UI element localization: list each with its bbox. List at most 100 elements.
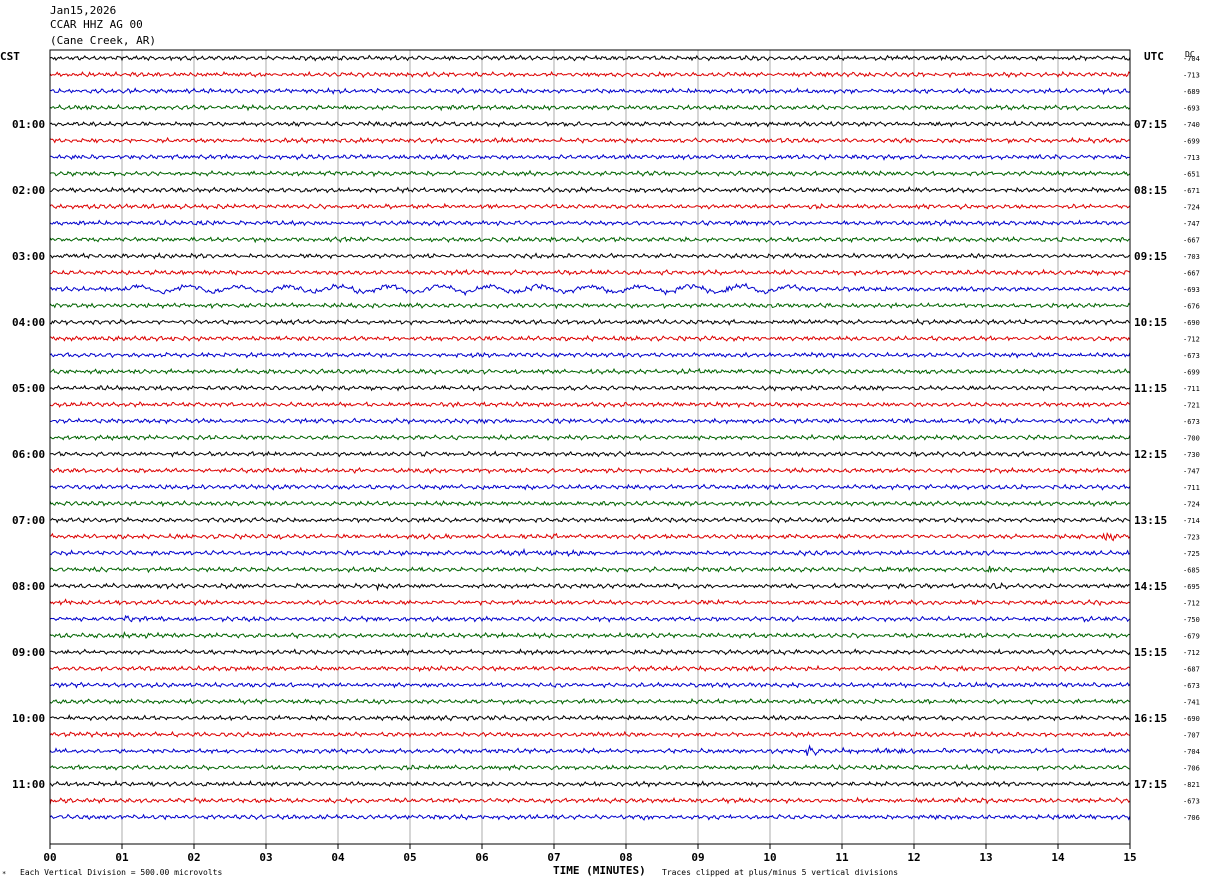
seismic-trace: [49, 235, 1131, 244]
x-tick-label: 13: [979, 851, 992, 864]
dc-offset-value: -724: [1183, 501, 1200, 509]
seismic-trace: [49, 186, 1131, 194]
scale-note: Each Vertical Division = 500.00 microvol…: [20, 868, 222, 877]
seismic-trace: [49, 268, 1131, 277]
cst-hour-label: 07:00: [12, 514, 45, 527]
station-location: (Cane Creek, AR): [50, 34, 156, 47]
dc-offset-value: -741: [1183, 699, 1200, 707]
seismic-trace: [49, 54, 1131, 62]
dc-offset-value: -689: [1183, 88, 1200, 96]
x-tick-label: 11: [835, 851, 849, 864]
seismic-trace: [49, 466, 1131, 475]
x-tick-label: 03: [259, 851, 272, 864]
utc-hour-label: 09:15: [1134, 250, 1167, 263]
seismic-trace: [49, 70, 1131, 79]
cst-hour-label: 11:00: [12, 778, 45, 791]
x-axis-title: TIME (MINUTES): [553, 864, 646, 877]
utc-hour-label: 14:15: [1134, 580, 1167, 593]
seismic-trace: [49, 252, 1131, 260]
seismic-trace: [49, 582, 1131, 592]
plot-date: Jan15,2026: [50, 4, 117, 17]
dc-offset-value: -699: [1183, 369, 1200, 377]
dc-offset-value: -673: [1183, 682, 1200, 690]
seismic-trace: [49, 433, 1131, 442]
dc-offset-value: -667: [1183, 270, 1200, 278]
dc-offset-value: -679: [1183, 633, 1200, 641]
seismic-trace: [49, 681, 1131, 689]
dc-offset-value: -713: [1183, 72, 1200, 80]
seismic-trace: [49, 219, 1131, 227]
seismic-trace: [49, 531, 1131, 542]
utc-hour-label: 17:15: [1134, 778, 1167, 791]
dc-offset-value: -685: [1183, 567, 1200, 575]
cst-hour-label: 03:00: [12, 250, 45, 263]
x-tick-label: 00: [43, 851, 56, 864]
seismic-trace: [49, 763, 1131, 772]
cst-label: CST: [0, 50, 20, 63]
dc-offset-value: -707: [1183, 732, 1200, 740]
x-tick-label: 06: [475, 851, 489, 864]
plot-frame: [49, 49, 1131, 845]
dc-offset-value: -711: [1183, 484, 1200, 492]
dc-offset-value: -714: [1183, 517, 1200, 525]
seismic-trace: [49, 598, 1131, 607]
cst-hour-label: 05:00: [12, 382, 45, 395]
time-gridlines: [49, 50, 1131, 844]
dc-offset-value: -699: [1183, 138, 1200, 146]
seismic-trace: [49, 367, 1131, 375]
dc-offset-value: -671: [1183, 187, 1200, 195]
seismic-trace: [49, 153, 1131, 161]
seismic-trace: [49, 796, 1131, 805]
seismic-trace: [49, 565, 1131, 574]
utc-hour-label: 16:15: [1134, 712, 1167, 725]
dc-offset-value: -712: [1183, 600, 1200, 608]
dc-heading: DC: [1185, 50, 1195, 59]
x-tick-label: 07: [547, 851, 560, 864]
x-tick-label: 09: [691, 851, 704, 864]
x-tick-label: 04: [331, 851, 345, 864]
seismic-trace: [49, 351, 1131, 359]
seismic-trace: [49, 136, 1131, 145]
utc-hour-label: 07:15: [1134, 118, 1167, 131]
x-tick-labels: 00 01 02 03 04 05 06 07 08 09 10 11 12 13 14 15: [43, 851, 1136, 864]
dc-offset-value: -723: [1183, 534, 1200, 542]
dc-offset-value: -747: [1183, 220, 1200, 228]
dc-offset-value: -673: [1183, 352, 1200, 360]
dc-offset-value: -747: [1183, 468, 1200, 476]
cst-hour-label: 10:00: [12, 712, 45, 725]
seismic-traces: [49, 54, 1131, 821]
x-tick-label: 08: [619, 851, 632, 864]
seismic-trace: [49, 400, 1131, 409]
dc-offset-value: -730: [1183, 451, 1200, 459]
utc-hour-labels: 07:15 08:15 09:15 10:15 11:15 12:15 13:15 14:15…: [1134, 118, 1167, 791]
seismic-trace: [49, 714, 1131, 722]
utc-label: UTC: [1144, 50, 1164, 63]
dc-offset-value: -740: [1183, 121, 1200, 129]
dc-offset-value: -676: [1183, 303, 1200, 311]
seismic-trace: [49, 630, 1131, 640]
dc-offset-value: -693: [1183, 286, 1200, 294]
seismic-trace: [49, 813, 1131, 821]
x-tick-label: 01: [115, 851, 129, 864]
seismic-trace: [49, 103, 1131, 112]
dc-offset-value: -703: [1183, 253, 1200, 261]
dc-offset-value: -711: [1183, 385, 1200, 393]
dc-offset-value: -712: [1183, 336, 1200, 344]
dc-offset-value: -750: [1183, 616, 1200, 624]
seismic-trace: [49, 301, 1131, 310]
utc-hour-label: 10:15: [1134, 316, 1167, 329]
dc-offset-value: -721: [1183, 402, 1200, 410]
seismic-trace: [49, 744, 1131, 757]
seismic-trace: [49, 202, 1131, 211]
cst-hour-label: 02:00: [12, 184, 45, 197]
dc-offset-value: -706: [1183, 814, 1200, 822]
seismic-trace: [49, 169, 1131, 178]
seismic-trace: [50, 450, 1131, 458]
utc-hour-label: 13:15: [1134, 514, 1167, 527]
dc-offset-value: -700: [1183, 435, 1200, 443]
dc-offset-value: -712: [1183, 649, 1200, 657]
dc-offset-value: -693: [1183, 105, 1200, 113]
dc-offset-value: -690: [1183, 715, 1200, 723]
dc-offset-value: -704: [1183, 55, 1200, 63]
x-tick-label: 14: [1051, 851, 1065, 864]
